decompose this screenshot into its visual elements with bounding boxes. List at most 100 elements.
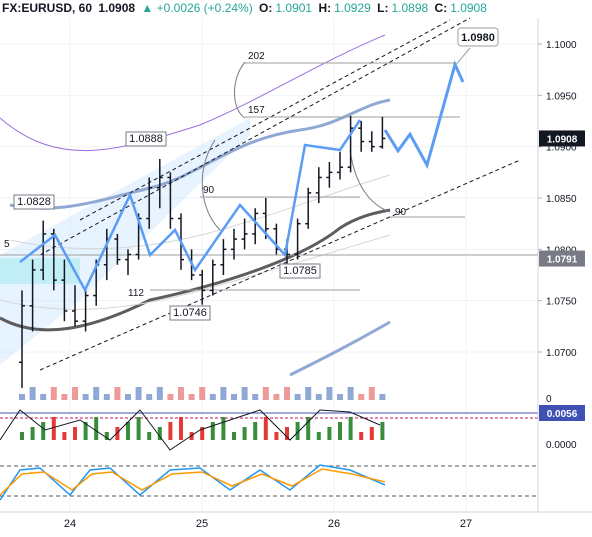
stoch-d-line <box>0 468 386 496</box>
volume-bar <box>82 394 89 400</box>
channel-upper-line <box>39 17 471 256</box>
swing-label-box <box>169 305 211 321</box>
macd-line <box>0 409 381 451</box>
swing-label-box <box>279 263 321 279</box>
volume-bar <box>337 394 343 400</box>
volume-bar <box>146 394 153 400</box>
stochastic-indicator <box>0 464 538 501</box>
fib-arcs: 202 157 90 90 112 5 <box>0 51 538 299</box>
lower-blue-band-line <box>289 320 391 377</box>
macd-histogram-bar <box>157 427 162 440</box>
volume-bar <box>135 387 142 400</box>
macd-histogram-bar <box>168 422 173 440</box>
macd-histogram-bar <box>41 422 46 440</box>
volume-bar <box>315 394 322 400</box>
macd-histogram-bar <box>285 427 289 440</box>
time-tick-label: 24 <box>64 518 76 530</box>
volume-bar <box>358 394 365 400</box>
volume-bar <box>368 387 375 400</box>
macd-histogram-bar <box>83 422 88 440</box>
price-badge <box>539 250 585 267</box>
fib-label: 112 <box>128 288 144 299</box>
macd-histogram-bar <box>179 417 183 440</box>
volume-bar <box>114 387 121 400</box>
fib-arc <box>201 139 221 231</box>
swing-label: 1.0888 <box>129 133 163 145</box>
volume-bar <box>188 394 195 400</box>
callout-pointer <box>455 47 471 65</box>
volume-bars: 0 <box>19 387 552 405</box>
price-tick-label: 1.0750 <box>546 297 577 308</box>
volume-bar <box>50 387 57 400</box>
swing-label-box <box>13 194 55 210</box>
open-value: 1.0901 <box>275 1 313 15</box>
volume-bar <box>72 387 78 400</box>
macd-histogram-bar <box>104 432 109 440</box>
chart-header: FX:EURUSD, 60 1.0908 ▲ +0.0026 (+0.24%) … <box>2 1 490 15</box>
lower-band-line <box>0 208 391 332</box>
open-label: O: <box>259 1 273 15</box>
fib-arc <box>234 61 246 119</box>
volume-bar <box>284 387 290 400</box>
macd-badge-label: 0.0056 <box>547 409 578 420</box>
mid-band-line-2 <box>0 234 391 310</box>
swing-label: 1.0746 <box>173 307 207 319</box>
macd-histogram-bar <box>348 417 353 440</box>
price-axis[interactable]: 1.10001.09501.09001.08501.08001.07501.07… <box>538 40 577 359</box>
volume-bar <box>178 387 184 400</box>
macd-histogram-bar <box>338 422 342 440</box>
price-pane[interactable] <box>0 18 538 370</box>
volume-bar <box>125 394 131 400</box>
upper-band-line <box>9 98 391 210</box>
fib-arc <box>349 149 391 213</box>
time-axis[interactable]: 24 25 26 27 <box>64 518 472 530</box>
close-value: 1.0908 <box>450 1 487 15</box>
macd-histogram-bar <box>359 432 364 440</box>
volume-bar <box>241 387 248 400</box>
price-tick-label: 1.0900 <box>546 143 577 154</box>
projection-path[interactable] <box>19 60 465 293</box>
macd-histogram-bar <box>20 432 24 440</box>
price-change: ▲ +0.0026 (+0.24%) <box>141 1 253 15</box>
macd-histogram-bar <box>306 417 311 440</box>
volume-pane <box>0 372 538 402</box>
left-channel-fill <box>0 118 250 365</box>
price-tick-label: 1.0850 <box>546 194 577 205</box>
macd-histogram-bar <box>51 417 56 440</box>
fib-label: 157 <box>248 105 265 116</box>
price-badge-label: 1.0908 <box>547 134 578 145</box>
low-label: L: <box>377 1 389 15</box>
stoch-k-line <box>0 464 386 501</box>
close-label: C: <box>434 1 448 15</box>
time-tick-label: 25 <box>196 518 208 530</box>
volume-bar <box>379 394 386 400</box>
callout-label: 1.0980 <box>461 32 495 44</box>
volume-bar <box>209 394 216 400</box>
highlight-zone <box>0 258 80 284</box>
price-tick-label: 1.1000 <box>546 40 577 51</box>
price-badge-label: 1.0791 <box>547 255 578 266</box>
macd-histogram-bar <box>210 422 215 440</box>
fib-label: 5 <box>4 239 10 250</box>
macd-indicator: 0.0000 <box>0 409 577 451</box>
volume-bar <box>19 394 25 400</box>
macd-histogram-bar <box>115 427 120 440</box>
volume-bar <box>93 387 100 400</box>
low-value: 1.0898 <box>391 1 429 15</box>
macd-histogram-bar <box>369 427 374 440</box>
symbol-label[interactable]: FX:EURUSD, 60 <box>2 1 93 15</box>
macd-histogram-bar <box>73 427 77 440</box>
macd-histogram-bar <box>263 417 268 440</box>
fib-label: 90 <box>203 185 215 196</box>
stoch-pane <box>0 458 538 510</box>
volume-bar <box>220 387 227 400</box>
fib-label: 90 <box>395 207 407 218</box>
volume-bar <box>347 387 354 400</box>
price-badge <box>539 130 585 147</box>
volume-bar <box>103 394 110 400</box>
volume-bar <box>156 387 163 400</box>
volume-bar <box>273 394 280 400</box>
projection-line <box>383 60 465 170</box>
macd-histogram-bar <box>126 422 130 440</box>
